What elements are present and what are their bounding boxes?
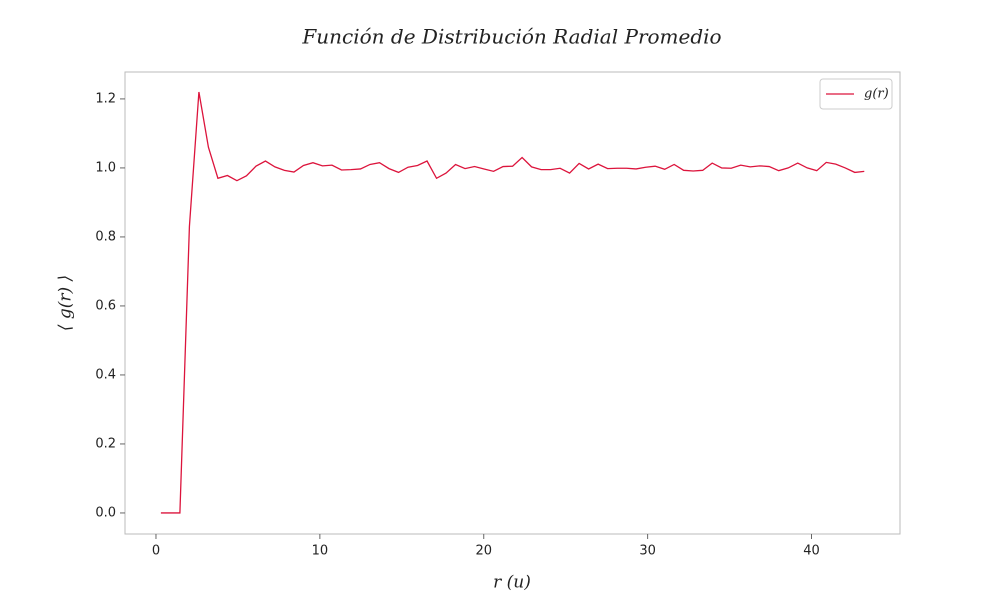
y-tick-label: 1.0	[95, 160, 116, 175]
plot-frame	[124, 71, 901, 535]
y-tick-label: 0.2	[95, 436, 116, 451]
legend-label: g(r)	[864, 87, 889, 102]
x-tick-label: 10	[312, 544, 329, 559]
y-axis-label: ⟨ g(r) ⟩	[56, 275, 76, 331]
y-tick-label: 0.0	[95, 505, 116, 520]
y-tick-label: 1.2	[95, 91, 116, 106]
x-tick-label: 20	[475, 544, 492, 559]
x-tick-label: 40	[803, 544, 820, 559]
x-axis-label: r (u)	[493, 573, 531, 593]
y-tick-label: 0.6	[95, 298, 116, 313]
chart-title: Función de Distribución Radial Promedio	[301, 25, 721, 49]
x-tick-label: 0	[152, 544, 160, 559]
data-line	[160, 91, 865, 514]
y-tick-label: 0.8	[95, 229, 116, 244]
y-tick-label: 0.4	[95, 367, 116, 382]
x-tick-label: 30	[639, 544, 656, 559]
legend-box	[819, 78, 893, 110]
